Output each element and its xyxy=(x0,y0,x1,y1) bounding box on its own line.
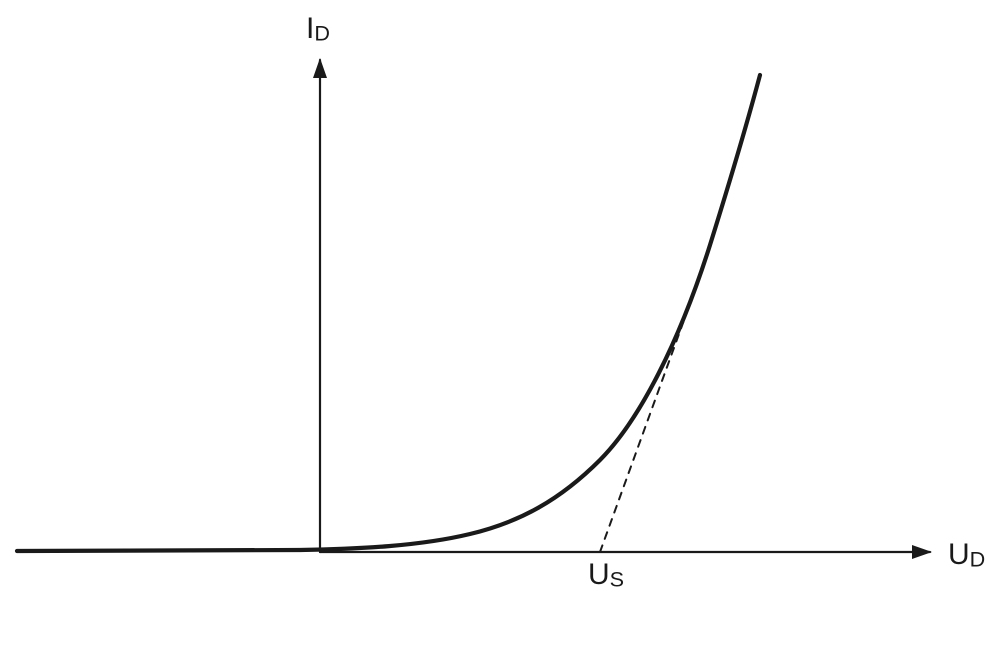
y-axis-label-sub: D xyxy=(314,21,330,46)
threshold-label-sub: S xyxy=(610,567,624,592)
x-axis-label-sub: D xyxy=(970,547,986,572)
diode-iv-curve-figure: ID UD US xyxy=(0,0,1000,656)
iv-curve xyxy=(17,75,760,551)
y-axis-label: ID xyxy=(306,12,330,47)
x-axis-label-main: U xyxy=(948,538,970,571)
x-axis-label: UD xyxy=(948,538,985,573)
plot-canvas xyxy=(0,0,1000,656)
threshold-label: US xyxy=(588,558,624,593)
x-axis-arrowhead xyxy=(912,545,932,559)
tangent-dashed-line xyxy=(600,276,700,552)
threshold-label-main: U xyxy=(588,558,610,591)
y-axis-arrowhead xyxy=(313,58,327,78)
